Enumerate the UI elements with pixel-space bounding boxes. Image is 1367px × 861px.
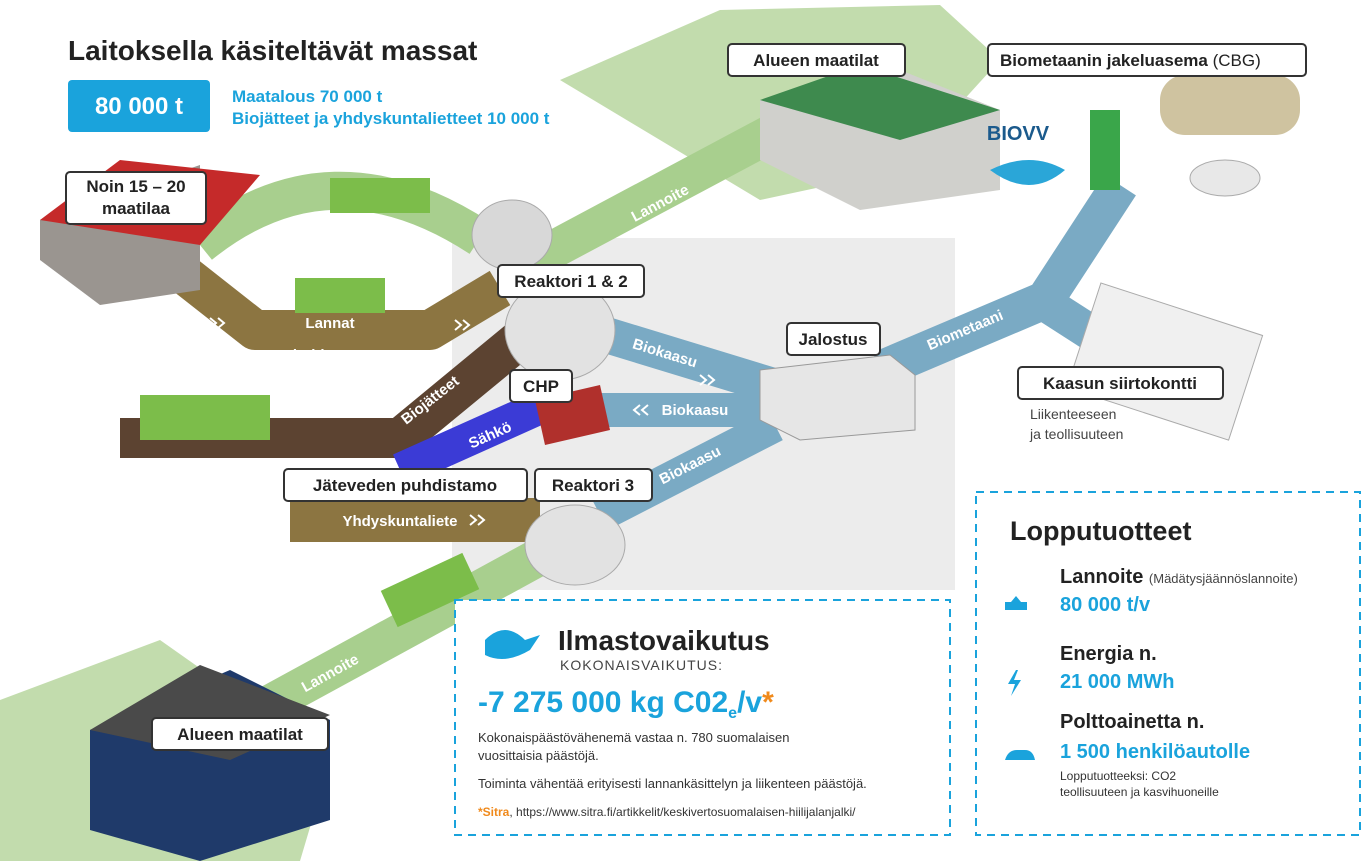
car [1190, 160, 1260, 196]
title: Laitoksella käsiteltävät massat [68, 35, 477, 66]
tanker [1160, 75, 1300, 135]
node-label: Alueen maatilat [753, 51, 879, 70]
climate-source: *Sitra, https://www.sitra.fi/artikkelit/… [478, 805, 856, 819]
climate-text: Kokonaispäästövähenemä vastaa n. 780 suo… [478, 730, 790, 745]
reactor [472, 200, 552, 270]
value-sub: e [728, 705, 737, 722]
node-label: Biometaanin jakeluasema (CBG) [1000, 51, 1261, 70]
flow-label: Biokaasu [662, 402, 729, 419]
infographic: BIOVV Laitoksella käsiteltävät massat 80… [0, 0, 1367, 861]
container-note: ja teollisuuteen [1029, 426, 1123, 442]
url: , https://www.sitra.fi/artikkelit/keskiv… [509, 805, 856, 819]
container-note: Liikenteeseen [1030, 406, 1116, 422]
product-amount: 80 000 t/v [1060, 594, 1151, 616]
flow-label: Lannat [305, 315, 354, 332]
breakdown: Biojätteet ja yhdyskuntalietteet 10 000 … [232, 109, 550, 128]
fuel-pump [1090, 110, 1120, 190]
logo: BIOVV [987, 123, 1050, 145]
climate-text: Toiminta vähentää erityisesti lannankäsi… [478, 776, 867, 791]
source: *Sitra [478, 805, 510, 819]
product: Lannoite [1060, 566, 1143, 588]
product-note: Lopputuotteeksi: CO2 [1060, 769, 1176, 783]
arrow [316, 224, 330, 234]
node-label: Jalostus [799, 330, 868, 349]
flow-label: Peltobiomassat [275, 347, 386, 364]
node-label: Reaktori 3 [552, 476, 634, 495]
station-suffix: (CBG) [1213, 51, 1261, 70]
breakdown: Maatalous 70 000 t [232, 87, 383, 106]
node-label: maatilaa [102, 199, 171, 218]
node-label: Alueen maatilat [177, 725, 303, 744]
product-name: Polttoainetta n. [1060, 711, 1204, 733]
truck [330, 178, 430, 213]
logo-wave [990, 160, 1065, 185]
product-note: teollisuuteen ja kasvihuoneille [1060, 785, 1219, 799]
product-name: Energia n. [1060, 643, 1157, 665]
value: -7 275 000 kg C02 [478, 686, 728, 719]
products-title: Lopputuotteet [1010, 516, 1191, 546]
climate-title: Ilmastovaikutus [558, 625, 770, 656]
node-label: Kaasun siirtokontti [1043, 374, 1197, 393]
refinery [760, 355, 915, 440]
node-label: Jäteveden puhdistamo [313, 476, 497, 495]
truck [140, 395, 270, 440]
asterisk: * [762, 686, 774, 719]
flow-label: Lannoite [353, 224, 418, 254]
truck [295, 278, 385, 313]
product-detail: (Mädätysjäännöslannoite) [1149, 571, 1298, 586]
product-amount: 21 000 MWh [1060, 671, 1174, 693]
reactor [525, 505, 625, 585]
node-label: CHP [523, 377, 559, 396]
climate-text: vuosittaisia päästöjä. [478, 748, 599, 763]
climate-subtitle: KOKONAISVAIKUTUS: [560, 657, 723, 673]
value-unit: /v [737, 686, 762, 719]
product-amount: 1 500 henkilöautolle [1060, 741, 1250, 763]
node-label: Noin 15 – 20 [86, 177, 185, 196]
flow-label: Yhdyskuntaliete [342, 513, 457, 530]
node-label: Reaktori 1 & 2 [514, 272, 627, 291]
station-name: Biometaanin jakeluasema [1000, 51, 1208, 70]
total: 80 000 t [95, 93, 183, 120]
